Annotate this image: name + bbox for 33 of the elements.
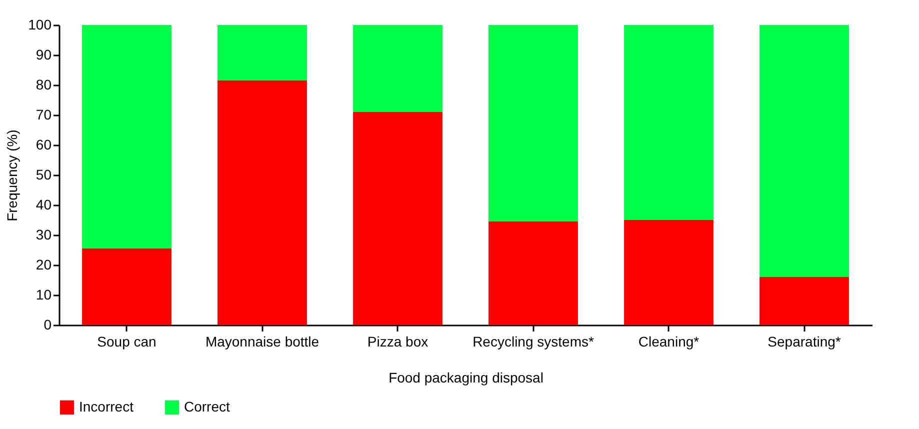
bar [353,25,442,112]
x-tick-label: Cleaning* [638,334,700,350]
bar [82,25,172,248]
bar [82,248,172,325]
y-tick-label: 20 [36,256,52,272]
x-tick-label: Soup can [97,334,156,350]
y-axis-title: Frequency (%) [4,130,20,222]
y-tick-label: 50 [36,166,52,182]
bar [624,25,714,220]
x-axis-title: Food packaging disposal [388,370,544,386]
y-tick-label: 0 [44,316,52,332]
legend-label: Incorrect [79,398,134,414]
bar [488,222,578,325]
y-tick-label: 40 [36,196,52,212]
bar [218,25,307,80]
bar [624,220,714,325]
y-tick-label: 30 [36,226,52,242]
y-tick-label: 90 [36,46,52,62]
bar [353,112,442,325]
y-tick-label: 70 [36,106,52,122]
legend-label: Correct [184,398,230,414]
y-tick-label: 10 [36,286,52,302]
bar [218,80,307,325]
bar [488,25,578,222]
y-tick-label: 100 [28,16,52,32]
y-tick-label: 80 [36,76,52,92]
bar [760,277,849,325]
bar [760,25,849,277]
y-tick-label: 60 [36,136,52,152]
x-tick-label: Mayonnaise bottle [205,334,320,350]
x-tick-label: Separating* [768,334,842,350]
x-tick-label: Pizza box [367,334,428,350]
x-tick-label: Recycling systems* [472,334,594,350]
